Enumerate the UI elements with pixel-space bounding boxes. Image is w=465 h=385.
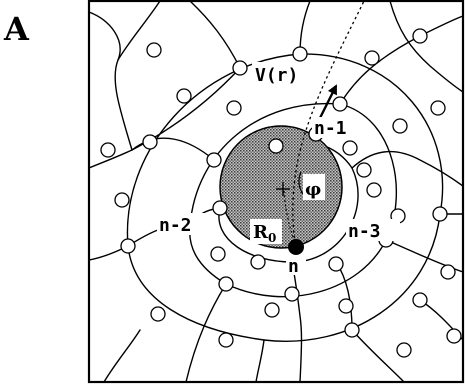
lattice-node (446, 328, 462, 344)
lattice-node (284, 286, 300, 302)
cell-edge (185, 283, 227, 382)
lattice-node (412, 28, 428, 44)
cell-edge (131, 137, 215, 161)
lattice-node (392, 118, 408, 134)
lattice-node (332, 96, 348, 112)
angle-arc (298, 171, 304, 195)
lattice-node (210, 246, 226, 262)
lattice-node (142, 134, 158, 150)
cell-edge (351, 150, 463, 187)
radius-label: R0 (253, 222, 276, 245)
lattice-node (176, 88, 192, 104)
cell-edge (103, 329, 141, 382)
lattice-node (206, 152, 222, 168)
lattice-node (364, 50, 380, 66)
node-label-n-minus-1: n-1 (314, 118, 347, 139)
cell-edge (89, 11, 133, 151)
panel-letter: A (3, 10, 30, 48)
lattice-node (212, 200, 228, 216)
cell-edge (351, 329, 405, 382)
node-label-n-minus-2: n-2 (159, 215, 192, 236)
lattice-node (120, 238, 136, 254)
cell-edge (335, 261, 353, 331)
lattice-node (100, 142, 116, 158)
lattice-node (150, 306, 166, 322)
lattice-node (226, 100, 242, 116)
lattice-node (356, 162, 372, 178)
node-label-n: n (288, 256, 299, 277)
radius-label-subscript: 0 (268, 231, 276, 245)
trajectory-dotted-line (292, 0, 365, 250)
cell-edge (389, 1, 463, 93)
node-label-n-minus-3: n-3 (348, 221, 381, 242)
cell-edge (255, 339, 265, 382)
lattice-node (344, 322, 360, 338)
lattice-node (232, 60, 248, 76)
angle-label-phi: φ (305, 179, 321, 200)
lattice-node (342, 140, 358, 156)
lattice-node (328, 256, 344, 272)
figure-frame (87, 0, 465, 384)
velocity-label: V(r) (255, 65, 298, 86)
cell-edge (299, 1, 311, 55)
lattice-node (430, 100, 446, 116)
lattice-node (338, 298, 354, 314)
cell-edge (189, 1, 241, 69)
lattice-node (264, 302, 280, 318)
lattice-node (440, 264, 456, 280)
lattice-node (412, 292, 428, 308)
lattice-node (250, 254, 266, 270)
cell-edge (291, 261, 303, 382)
lattice-node (114, 192, 130, 208)
cell-edge (117, 1, 161, 61)
lattice-nodes (100, 28, 462, 358)
lattice-node (292, 46, 308, 62)
lattice-node (396, 342, 412, 358)
cell-edge (126, 53, 444, 342)
core-region (219, 125, 343, 249)
center-cross-icon (276, 182, 290, 196)
lattice-node (146, 42, 162, 58)
lattice-node (218, 332, 234, 348)
lattice-node (218, 276, 234, 292)
active-node-n (288, 239, 304, 255)
lattice-node (366, 182, 382, 198)
radius-label-main: R (253, 222, 269, 243)
lattice-node (268, 138, 284, 154)
lattice-node (432, 206, 448, 222)
